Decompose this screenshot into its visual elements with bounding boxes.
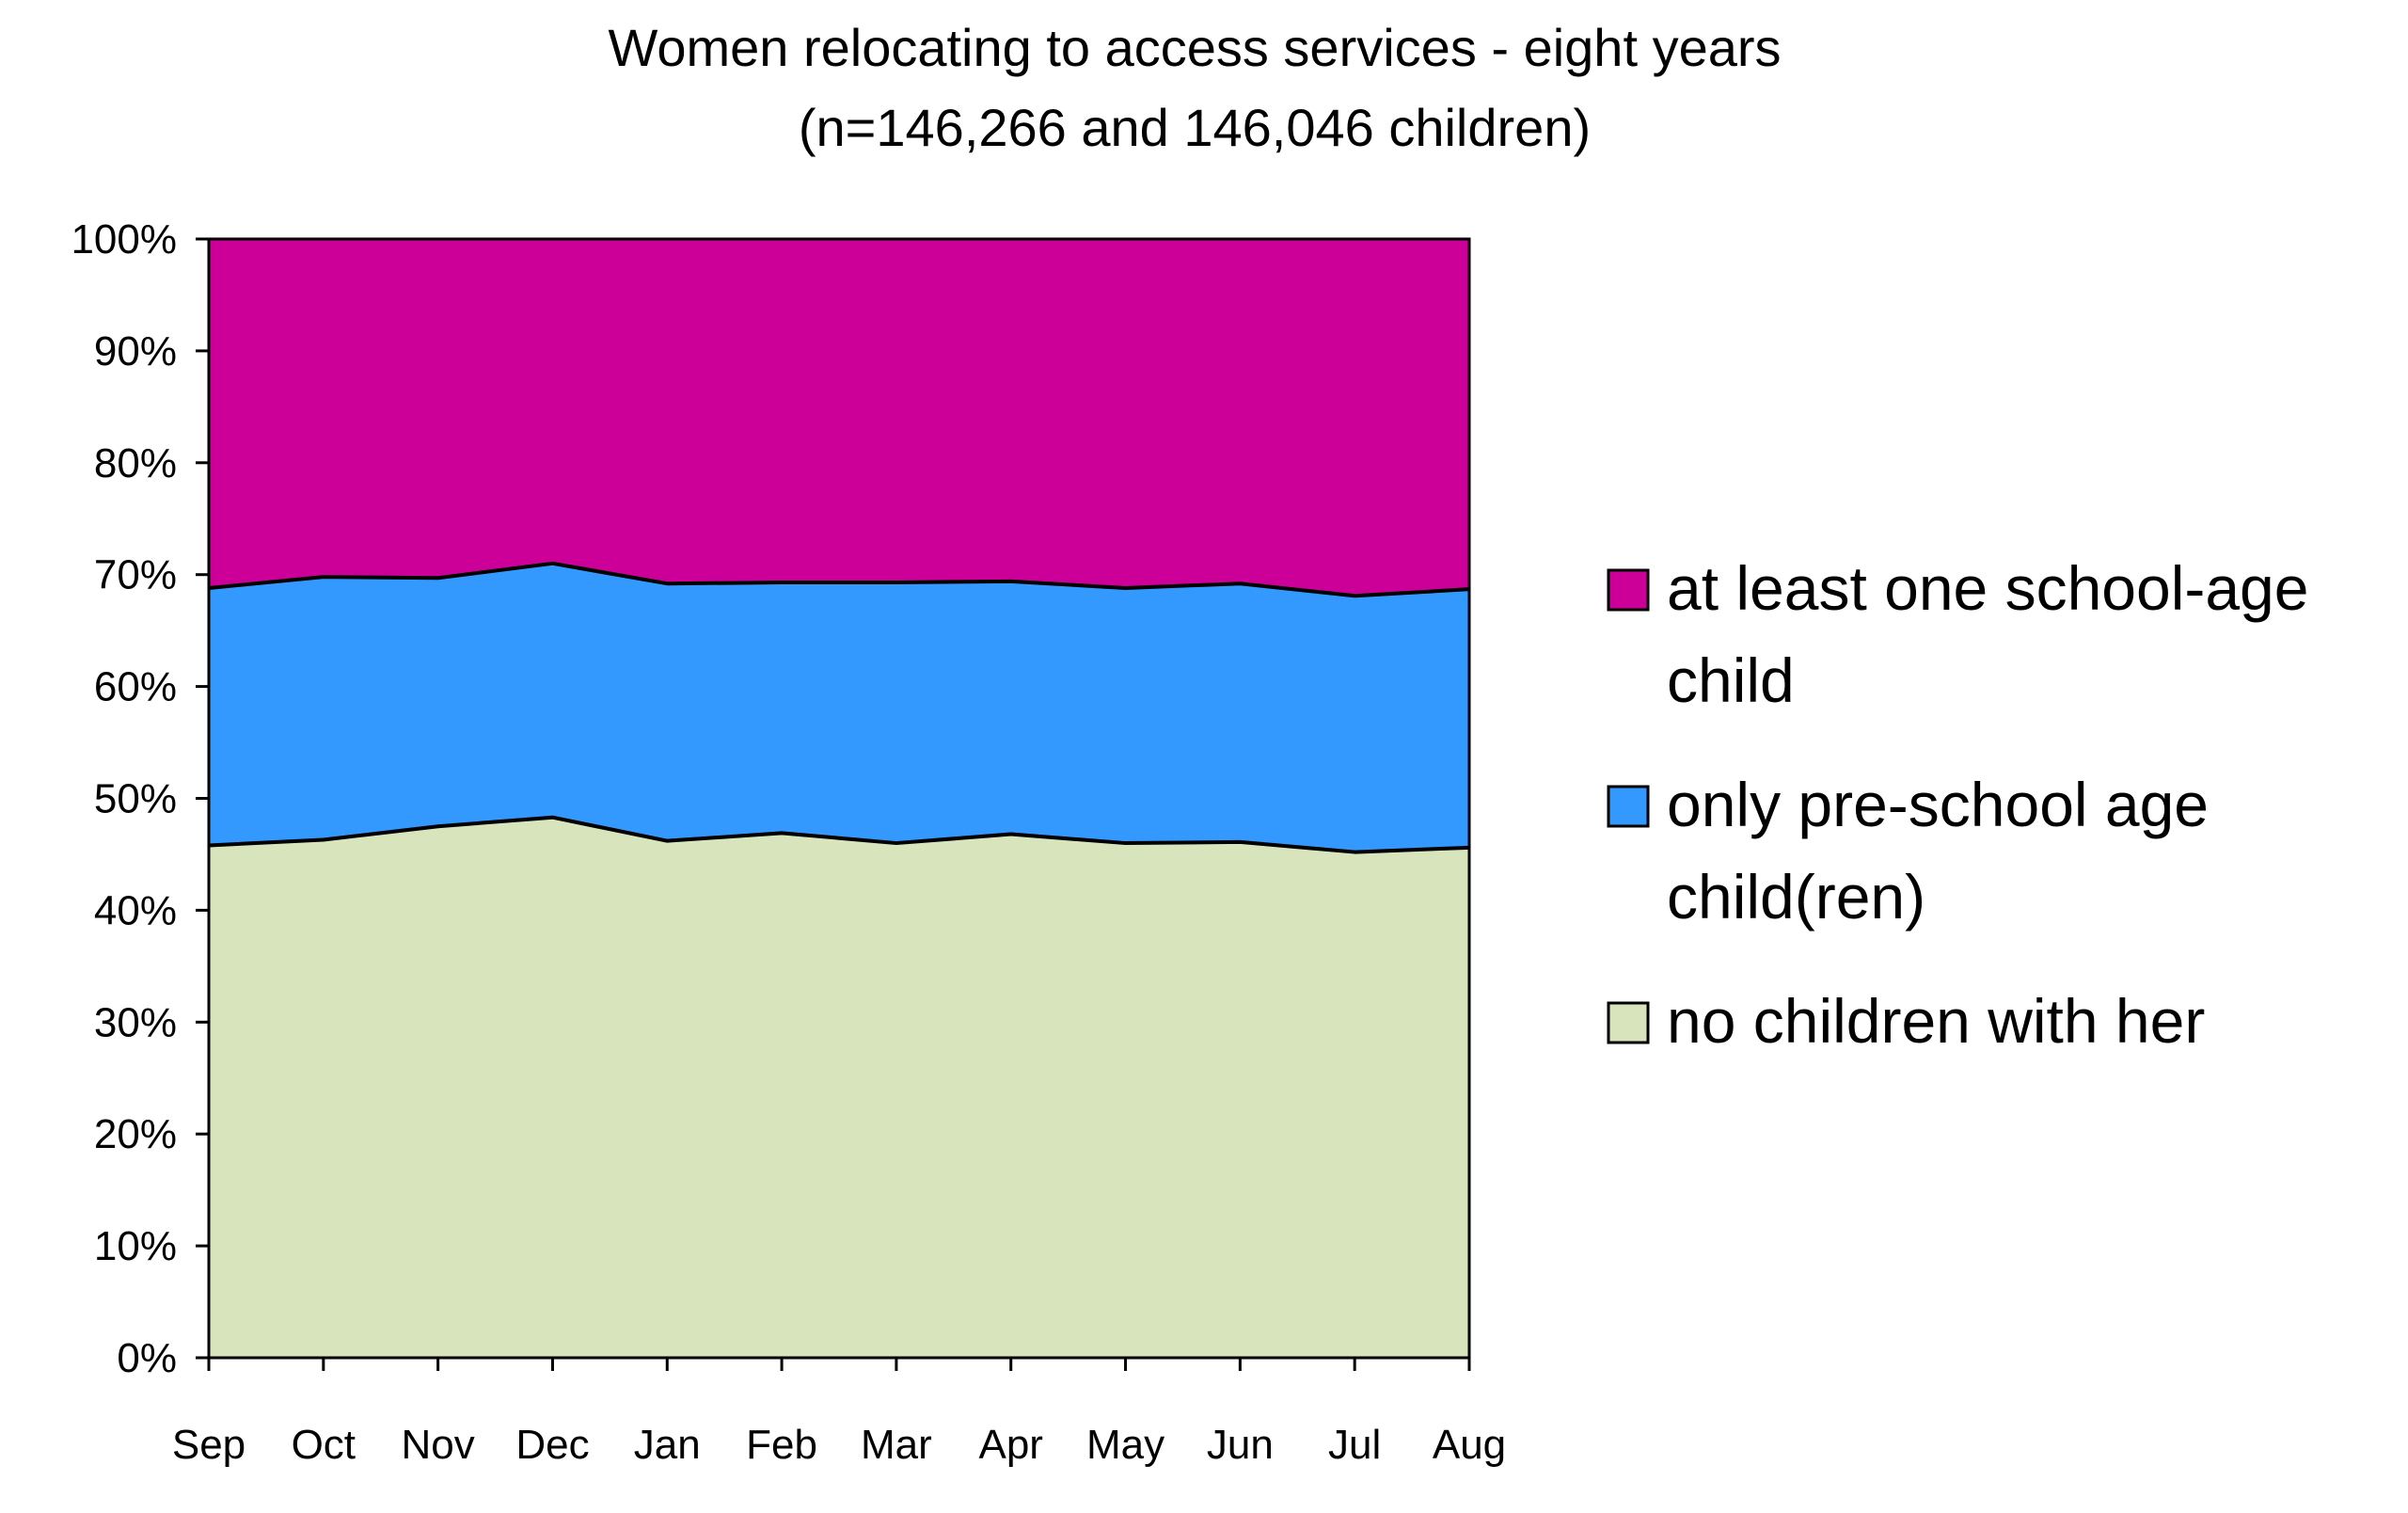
legend-label: child (1667, 645, 1795, 715)
y-tick-label: 40% (94, 887, 177, 933)
x-tick-label: May (1086, 1422, 1164, 1468)
chart-subtitle: (n=146,266 and 146,046 children) (799, 98, 1591, 157)
y-tick-label: 90% (94, 328, 177, 374)
y-tick-label: 100% (71, 216, 177, 263)
x-axis: Sep Oct Nov Dec Jan Feb Mar Apr May Jun Jul Aug (172, 1358, 1506, 1468)
area-2 (209, 563, 1469, 852)
x-tick-label: Sep (172, 1422, 246, 1468)
chart-title: Women relocating to access services - ei… (608, 18, 1781, 77)
x-tick-label: Mar (861, 1422, 932, 1468)
legend-swatch (1607, 785, 1650, 828)
y-tick-label: 70% (94, 552, 177, 598)
y-tick-label: 20% (94, 1111, 177, 1157)
y-tick-label: 30% (94, 999, 177, 1045)
y-axis: 0% 10% 20% 30% 40% 50% 60% 70% 80% 90% 100% (71, 216, 209, 1381)
legend-label: no children with her (1667, 986, 2205, 1056)
legend-swatch (1607, 568, 1650, 612)
x-tick-label: Oct (292, 1422, 356, 1468)
legend-label: child(ren) (1667, 862, 1925, 932)
x-tick-label: Jun (1207, 1422, 1274, 1468)
y-tick-label: 10% (94, 1223, 177, 1269)
x-tick-label: Jul (1328, 1422, 1381, 1468)
x-tick-label: Feb (746, 1422, 817, 1468)
legend-label: only pre-school age (1667, 770, 2209, 839)
area-1 (209, 817, 1469, 1358)
x-tick-label: Nov (402, 1422, 475, 1468)
y-tick-label: 80% (94, 440, 177, 486)
y-tick-label: 60% (94, 664, 177, 710)
legend-swatch (1607, 1001, 1650, 1044)
x-tick-label: Apr (978, 1422, 1042, 1468)
x-tick-label: Jan (634, 1422, 701, 1468)
x-tick-label: Dec (515, 1422, 589, 1468)
y-tick-label: 50% (94, 776, 177, 822)
y-tick-label: 0% (117, 1335, 177, 1381)
legend: at least one school-age child only pre-sch… (1607, 553, 2308, 1056)
legend-label: at least one school-age (1667, 553, 2308, 623)
plot-area (207, 237, 1471, 1360)
area-boundary-line (208, 561, 1470, 598)
area-3 (209, 239, 1469, 597)
x-tick-label: Aug (1433, 1422, 1506, 1468)
area-boundary-line (208, 815, 1470, 854)
